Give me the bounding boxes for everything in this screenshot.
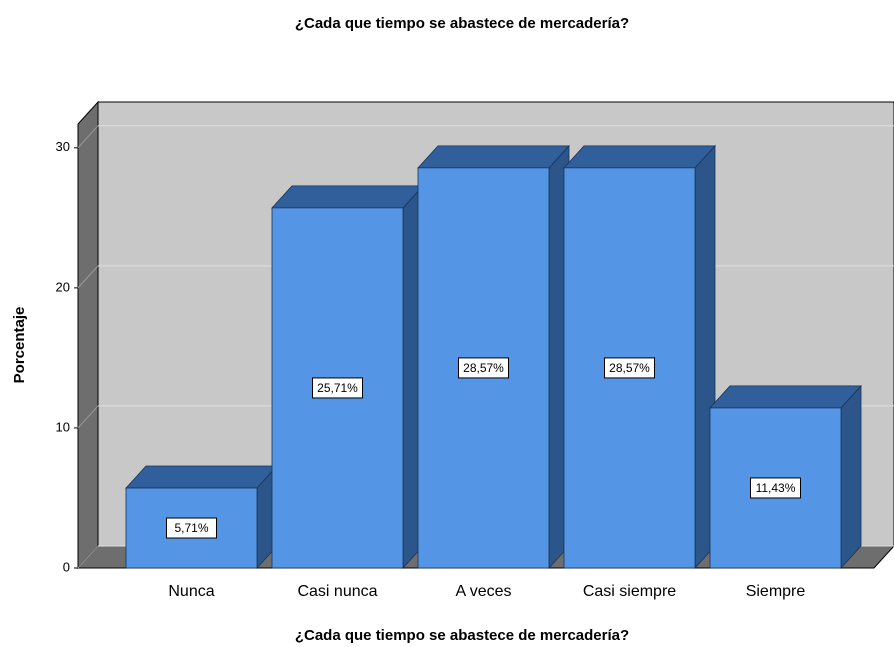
value-label: 28,57% (463, 361, 504, 375)
chart-title: ¿Cada que tiempo se abastece de mercader… (295, 15, 629, 32)
y-tick-label: 0 (63, 559, 70, 574)
value-label-box (458, 357, 509, 379)
bar-top (563, 145, 716, 169)
value-label: 11,43% (756, 481, 796, 495)
value-label: 28,57% (609, 361, 650, 375)
value-label: 5,71% (174, 521, 208, 535)
grid-line (77, 125, 99, 149)
x-axis-label: ¿Cada que tiempo se abastece de mercader… (295, 627, 629, 644)
value-label: 25,71% (317, 381, 358, 395)
x-tick-label: Casi nunca (297, 583, 377, 600)
x-tick-label: A veces (455, 583, 511, 600)
y-axis-label: Porcentaje (11, 307, 28, 384)
value-label-box (750, 477, 801, 499)
left-wall (77, 100, 99, 570)
x-tick-label: Siempre (746, 583, 806, 600)
y-tick-label: 30 (56, 139, 70, 154)
value-label-box (312, 377, 363, 399)
y-tick-label: 10 (56, 419, 70, 434)
bar-top (271, 185, 424, 209)
grid-line (77, 265, 99, 289)
grid-line (77, 545, 99, 569)
bar-top (417, 145, 570, 169)
y-tick-label: 20 (56, 279, 70, 294)
x-tick-label: Casi siempre (583, 583, 676, 600)
value-label-box (166, 517, 217, 539)
grid-line (77, 405, 99, 429)
bar-top (709, 385, 862, 409)
value-label-box (604, 357, 655, 379)
bar-top (125, 465, 278, 489)
x-tick-label: Nunca (168, 583, 214, 600)
bar-side (840, 384, 862, 570)
